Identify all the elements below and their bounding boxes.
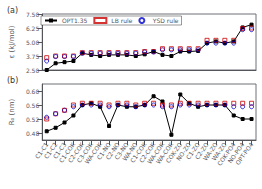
svg-text:2.50: 2.50: [26, 67, 40, 74]
svg-text:(a): (a): [7, 6, 18, 15]
svg-text:C2-COK: C2-COK: [66, 141, 86, 164]
svg-text:0.56: 0.56: [26, 102, 40, 109]
svg-text:OPT1.35: OPT1.35: [62, 17, 88, 24]
svg-text:7.50: 7.50: [26, 11, 40, 18]
svg-text:6.25: 6.25: [26, 25, 40, 32]
svg-text:C2-NO: C2-NO: [104, 141, 121, 161]
svg-text:ε (kJ/mol): ε (kJ/mol): [8, 25, 16, 58]
svg-text:WA-ZO: WA-ZO: [201, 141, 219, 162]
svg-text:C1-ZO: C1-ZO: [184, 141, 201, 161]
svg-text:0.48: 0.48: [26, 130, 40, 137]
svg-text:C1-C1: C1-C1: [33, 141, 50, 160]
svg-text:OPT-PO4: OPT-PO4: [234, 141, 255, 166]
svg-text:5.00: 5.00: [26, 39, 40, 46]
svg-text:C1-COK: C1-COK: [57, 141, 77, 164]
svg-text:COK-PO4: COK-PO4: [215, 141, 237, 167]
svg-text:R₀ (nm): R₀ (nm): [8, 98, 16, 125]
svg-text:C2-COK: C2-COK: [137, 141, 157, 164]
svg-text:C1-C2: C1-C2: [42, 141, 59, 160]
svg-text:WA-NO: WA-NO: [120, 141, 139, 163]
svg-text:C2-ZO: C2-ZO: [193, 141, 210, 161]
svg-text:NO-PO4: NO-PO4: [226, 141, 246, 165]
svg-text:3.75: 3.75: [26, 53, 40, 60]
svg-text:C1-COK: C1-COK: [128, 141, 148, 164]
svg-text:COK-ZO: COK-ZO: [164, 141, 184, 164]
svg-text:(b): (b): [7, 76, 18, 85]
svg-text:C3-COK: C3-COK: [75, 141, 95, 164]
svg-text:C3-NO: C3-NO: [112, 141, 130, 161]
svg-text:NO-ZO: NO-ZO: [174, 141, 193, 162]
svg-text:C1-C3: C1-C3: [51, 141, 68, 160]
svg-text:WA-COK: WA-COK: [145, 141, 166, 166]
svg-text:0.60: 0.60: [26, 88, 40, 95]
svg-text:C1-NO: C1-NO: [95, 141, 112, 161]
svg-text:LB rule: LB rule: [111, 17, 132, 24]
svg-text:0.52: 0.52: [26, 116, 40, 123]
svg-text:WA-COK: WA-COK: [83, 141, 103, 166]
svg-text:YSD rule: YSD rule: [152, 17, 179, 24]
